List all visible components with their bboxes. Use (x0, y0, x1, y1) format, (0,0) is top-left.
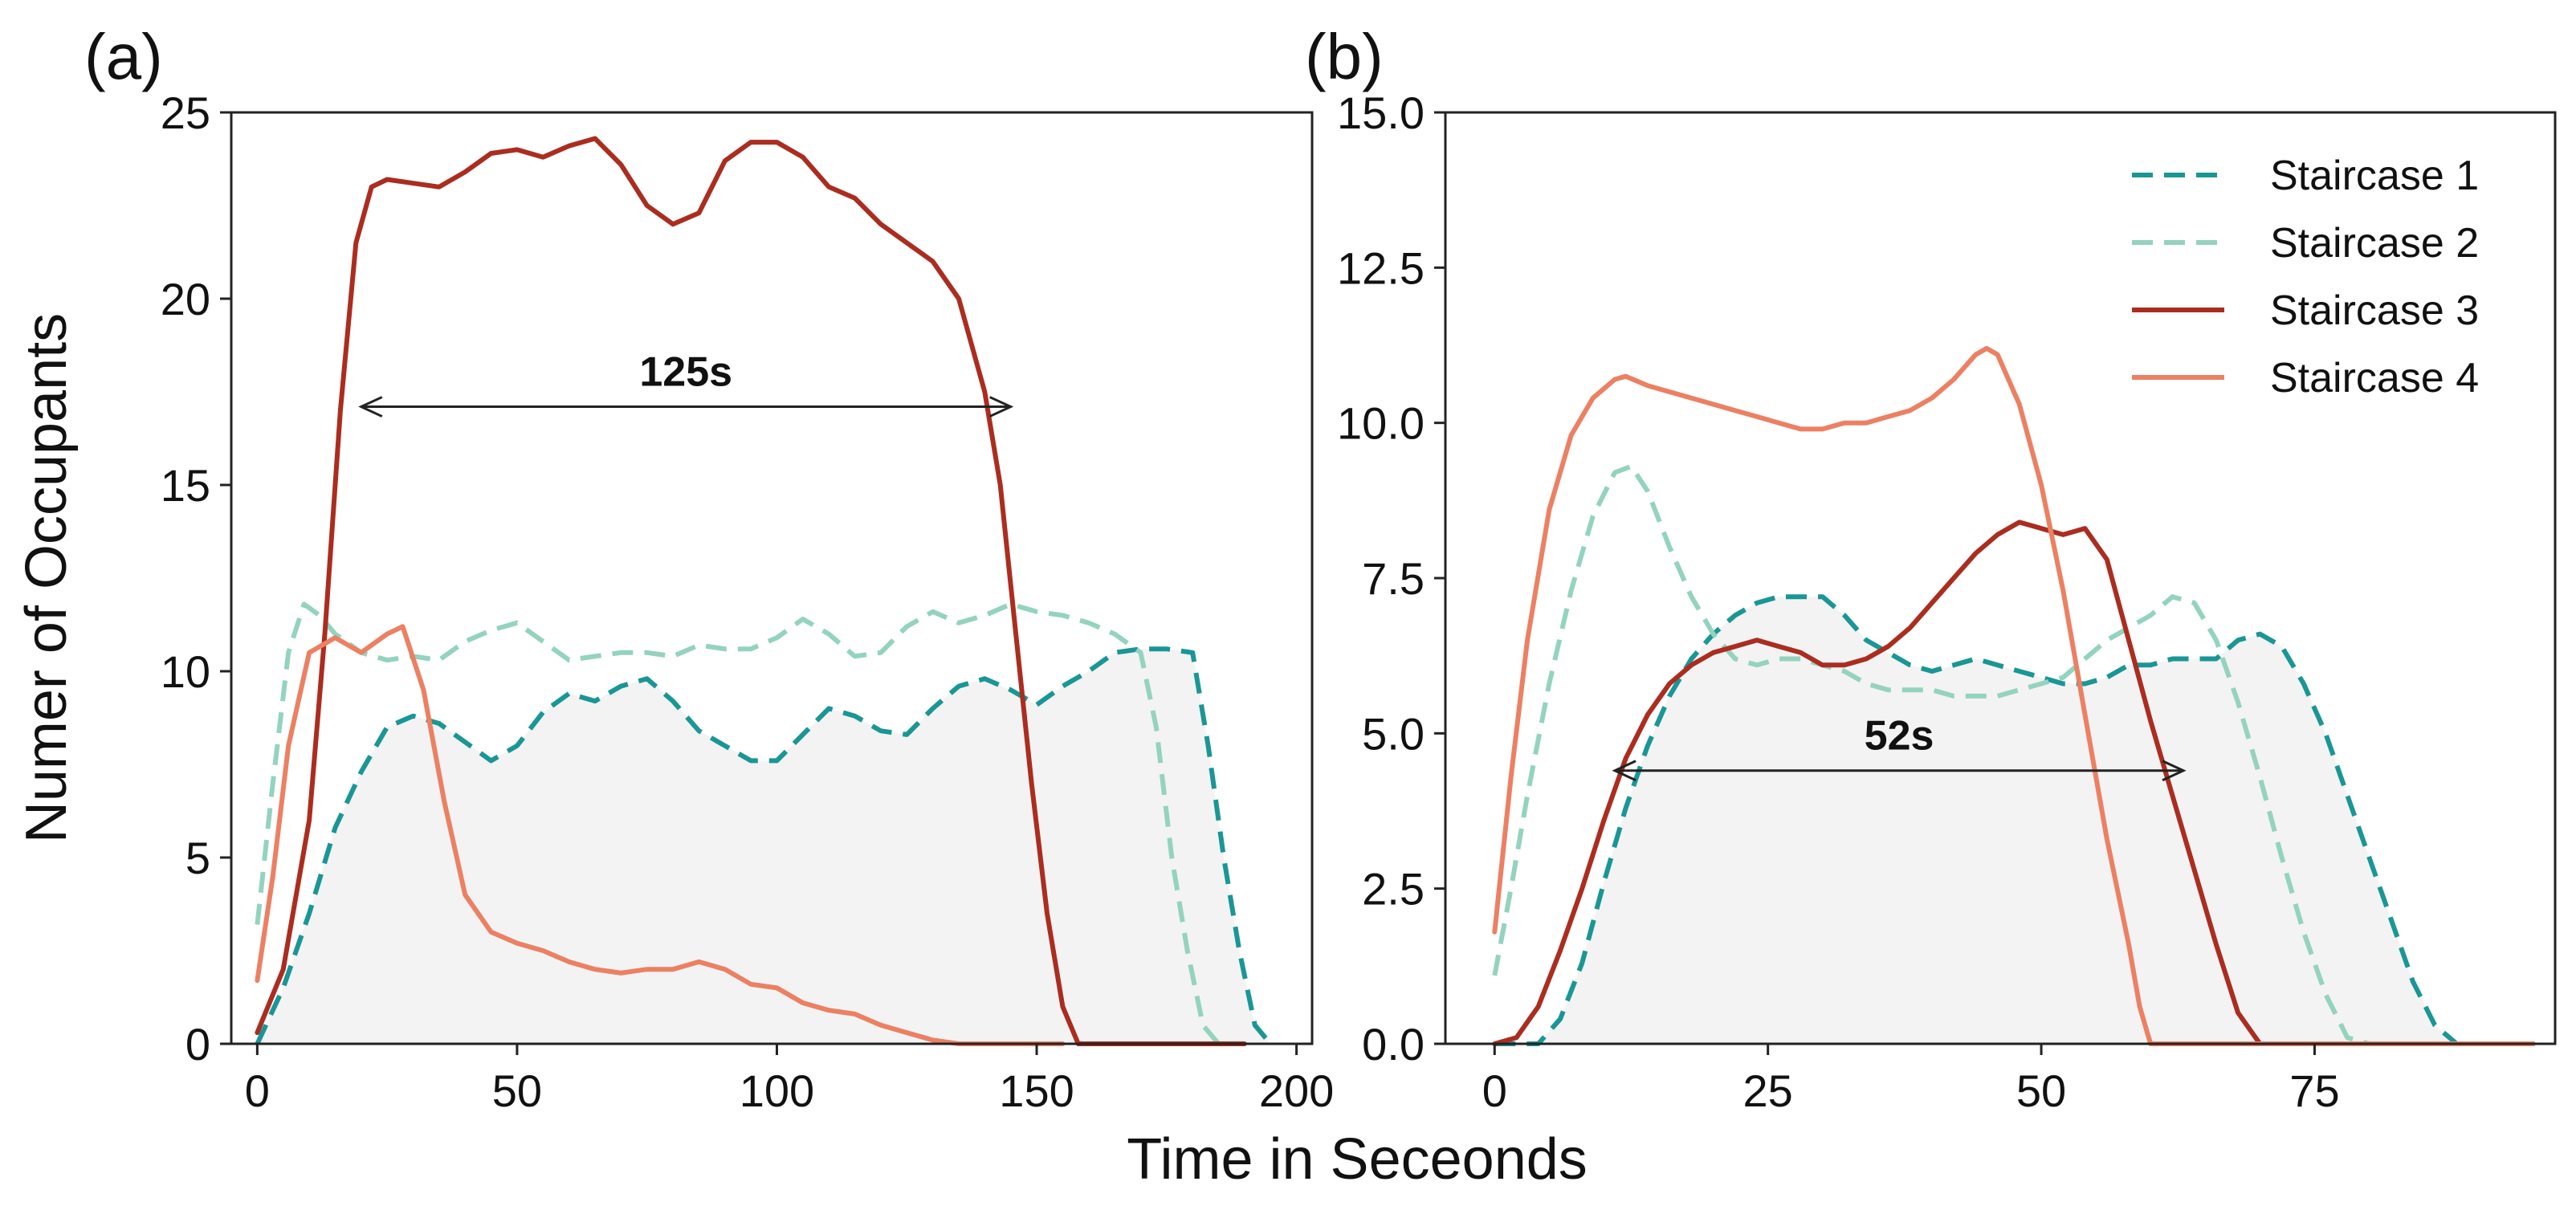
panel-a-fill-staircase-1 (257, 649, 1271, 1044)
panel-a-xtick-label: 0 (245, 1065, 270, 1116)
panel-a-x-ticks: 0 50 100 150 200 (245, 1044, 1334, 1116)
panel-a-line-staircase-2 (255, 601, 1221, 1045)
panel-a-frame (230, 111, 1314, 1045)
panel-a-xtick-label: 200 (1259, 1065, 1334, 1116)
panel-a-fill-area (257, 649, 1271, 1044)
panel-a-xtick-label: 50 (492, 1065, 542, 1116)
panel-a-ytick-label: 10 (161, 646, 210, 697)
panel-a-ytick-label: 20 (161, 274, 210, 324)
panel-a-annotation-arrowhead-right (989, 396, 1014, 418)
panel-b-x-ticks: 0 25 50 75 (1482, 1044, 2340, 1116)
panel-b-line-staircase-3 (1492, 519, 2536, 1046)
panel-b-xtick-label: 0 (1482, 1065, 1507, 1116)
panel-a-xtick-label: 150 (999, 1065, 1074, 1116)
legend-label-staircase-3: Staircase 3 (2270, 287, 2479, 334)
panel-b-chart: 0 25 50 75 0.0 2.5 5.0 7.5 10.0 12.5 15.0 52s Sta… (1305, 21, 2557, 1116)
panel-a-label: (a) (84, 21, 163, 92)
panel-b-annotation-arrowhead-left (1612, 760, 1636, 782)
panel-a-annotation-arrowhead-left (358, 396, 383, 418)
panel-b-annotation-label: 52s (1865, 713, 1934, 760)
panel-b-duration-annotation: 52s (1612, 713, 2187, 782)
panel-b-xtick-label: 75 (2289, 1065, 2339, 1116)
panel-b-ytick-label: 2.5 (1362, 864, 1425, 915)
panel-b-xtick-label: 50 (2016, 1065, 2066, 1116)
panel-a-series-lines (255, 136, 1273, 1046)
panel-a-duration-annotation: 125s (358, 349, 1014, 418)
panel-b-ytick-label: 10.0 (1337, 398, 1425, 449)
panel-a-ytick-label: 15 (161, 460, 210, 511)
panel-b-line-staircase-2 (1492, 463, 2533, 1046)
panel-a-annotation-label: 125s (639, 349, 732, 396)
panel-a-ytick-label: 5 (185, 833, 210, 883)
panel-b-xtick-label: 25 (1743, 1065, 1793, 1116)
panel-b-line-staircase-1 (1494, 594, 2533, 1046)
panel-b-label: (b) (1305, 21, 1384, 92)
panel-a-chart: 0 50 100 150 200 0 5 10 15 20 25 125s (a) (84, 21, 1334, 1116)
panel-b-series-lines (1492, 345, 2536, 1046)
panel-a-line-staircase-3 (255, 136, 1247, 1046)
panel-a-ytick-label: 25 (161, 88, 210, 138)
panel-a-ytick-label: 0 (185, 1019, 210, 1070)
panel-b-annotation-arrowhead-right (2162, 760, 2187, 782)
panel-b-fill-area (1494, 597, 2533, 1044)
panel-a-y-ticks: 0 5 10 15 20 25 (161, 88, 231, 1070)
y-axis-title: Numer of Occupants (14, 313, 79, 843)
legend-label-staircase-2: Staircase 2 (2270, 220, 2479, 267)
panel-b-ytick-label: 15.0 (1337, 88, 1425, 138)
legend-label-staircase-4: Staircase 4 (2270, 355, 2479, 401)
panel-b-ytick-label: 7.5 (1362, 553, 1425, 604)
legend-label-staircase-1: Staircase 1 (2270, 153, 2479, 199)
panel-b-line-staircase-4 (1492, 345, 2536, 1046)
x-axis-title: Time in Seceonds (1127, 1127, 1588, 1192)
panel-b-ytick-label: 5.0 (1362, 708, 1425, 759)
panel-b-y-ticks: 0.0 2.5 5.0 7.5 10.0 12.5 15.0 (1337, 88, 1445, 1070)
legend: Staircase 1 Staircase 2 Staircase 3 Stairca… (2132, 153, 2479, 401)
panel-a-xtick-label: 100 (740, 1065, 814, 1116)
panel-a-line-staircase-1 (255, 646, 1273, 1045)
panel-b-ytick-label: 12.5 (1337, 242, 1425, 293)
panel-a-line-staircase-4 (255, 624, 1066, 1046)
panel-b-fill-staircase-1 (1494, 597, 2533, 1044)
panel-b-ytick-label: 0.0 (1362, 1019, 1425, 1070)
